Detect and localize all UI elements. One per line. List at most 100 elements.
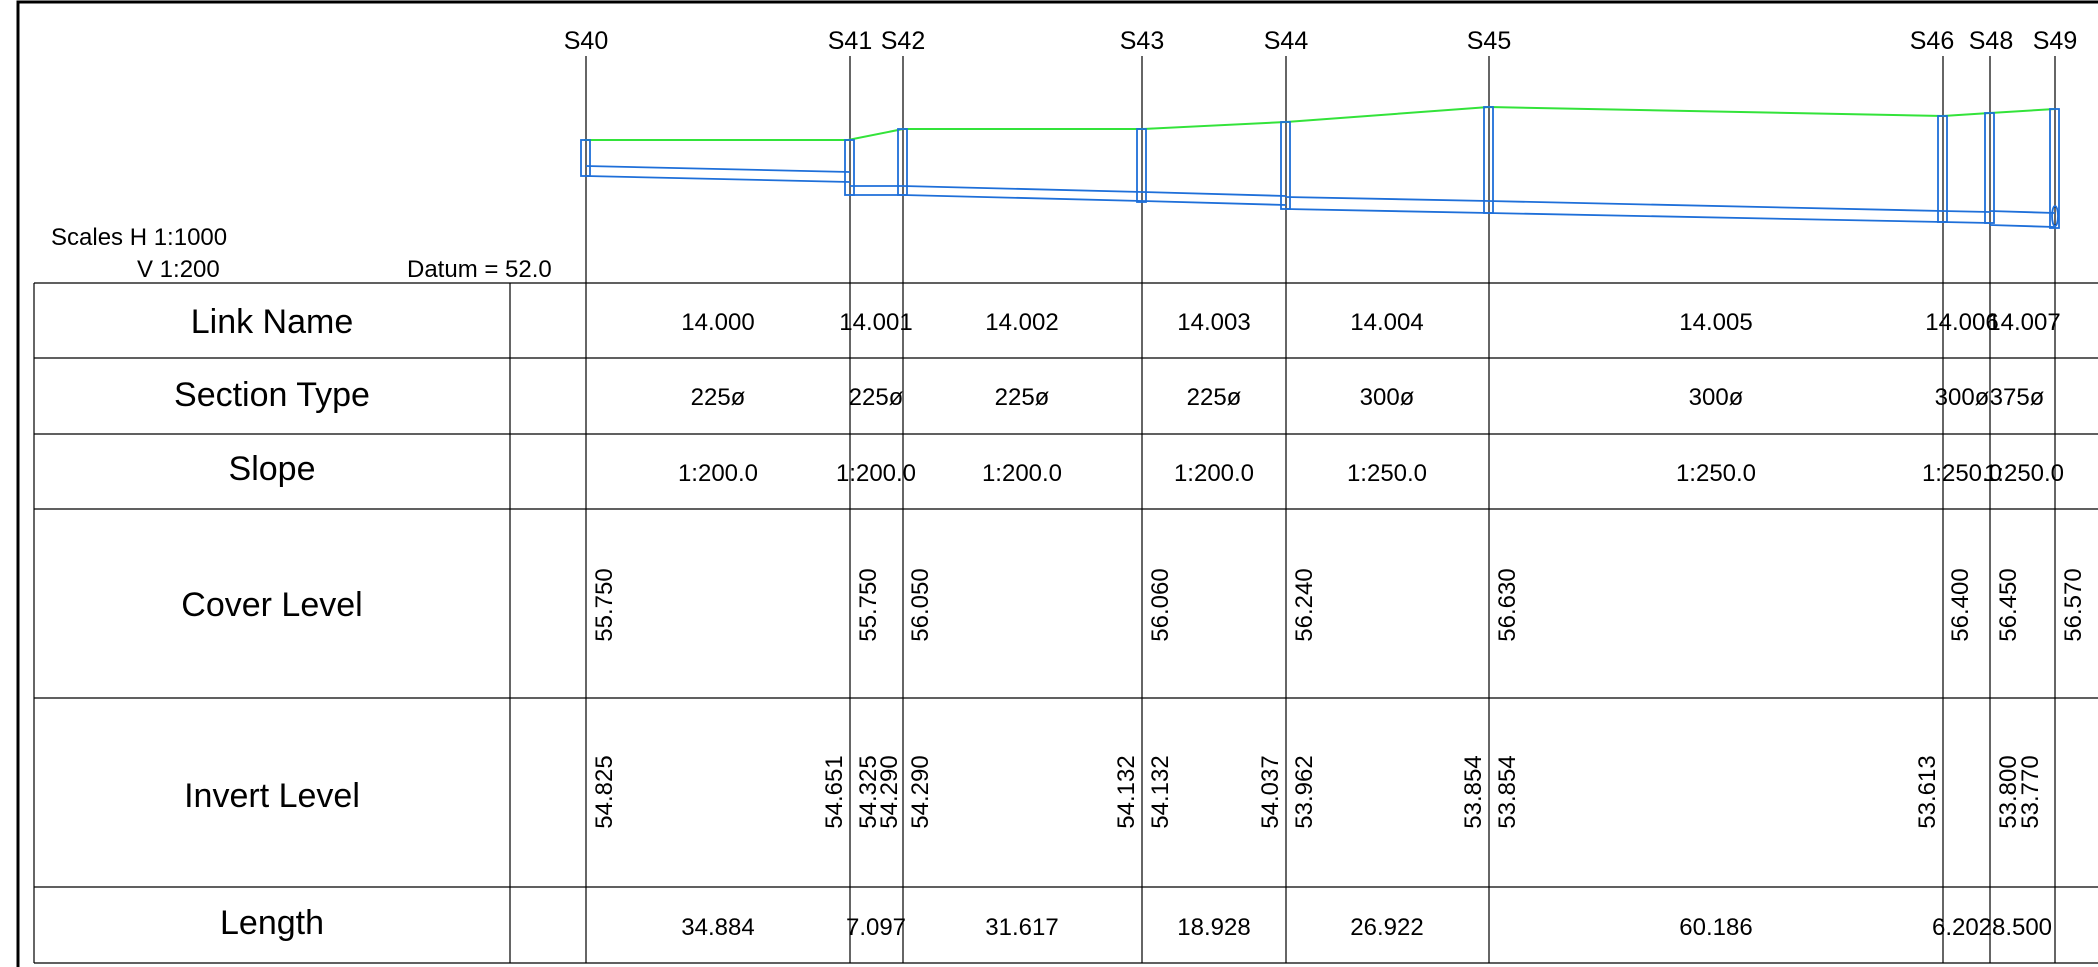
pipe-14-004-crown bbox=[1286, 197, 1489, 201]
section-type-14-002: 225ø bbox=[995, 384, 1050, 411]
cover-level-s41: 55.750 bbox=[855, 568, 882, 641]
cover-level-s45: 56.630 bbox=[1494, 568, 1521, 641]
invert-level-s44-in: 54.037 bbox=[1257, 755, 1284, 828]
section-type-14-004: 300ø bbox=[1360, 384, 1415, 411]
ground-level-line bbox=[584, 107, 2055, 140]
slope-14-007: 1:250.0 bbox=[1984, 460, 2064, 487]
pipe-14-005-crown bbox=[1489, 201, 1943, 211]
row-label-length: Length bbox=[220, 904, 324, 942]
cover-level-cells: 55.750 55.750 56.050 56.060 56.240 56.63… bbox=[591, 568, 2087, 641]
row-label-section-type: Section Type bbox=[174, 376, 370, 414]
row-label-invert-level: Invert Level bbox=[184, 777, 360, 815]
pipe-14-001 bbox=[850, 186, 903, 195]
pipe-14-006-invert bbox=[1943, 222, 1990, 223]
cover-level-s42: 56.050 bbox=[907, 568, 934, 641]
length-14-000: 34.884 bbox=[681, 914, 754, 941]
pipe-14-005-invert bbox=[1489, 213, 1943, 222]
link-name-14-005: 14.005 bbox=[1679, 309, 1752, 336]
length-14-004: 26.922 bbox=[1350, 914, 1423, 941]
pipe-14-002-crown bbox=[903, 186, 1142, 192]
pipe-14-007 bbox=[1990, 211, 2055, 227]
row-label-cover-level: Cover Level bbox=[181, 586, 362, 624]
row-label-link-name: Link Name bbox=[191, 303, 354, 341]
pipe-14-007-invert bbox=[1990, 225, 2055, 227]
node-label-s43: S43 bbox=[1120, 27, 1164, 55]
link-name-14-007: 14.007 bbox=[1987, 309, 2060, 336]
scale-vertical: V 1:200 bbox=[137, 256, 220, 283]
datum-label: Datum = 52.0 bbox=[407, 256, 552, 283]
pipe-14-002 bbox=[903, 186, 1142, 201]
node-label-s40: S40 bbox=[564, 27, 608, 55]
length-14-006: 6.202 bbox=[1932, 914, 1992, 941]
node-label-s42: S42 bbox=[881, 27, 925, 55]
node-label-s41: S41 bbox=[828, 27, 872, 55]
section-type-14-003: 225ø bbox=[1187, 384, 1242, 411]
pipe-14-003-invert bbox=[1142, 201, 1286, 205]
node-label-s49: S49 bbox=[2033, 27, 2077, 55]
length-14-002: 31.617 bbox=[985, 914, 1058, 941]
scale-horizontal: Scales H 1:1000 bbox=[51, 224, 227, 251]
cover-level-s43: 56.060 bbox=[1147, 568, 1174, 641]
slope-cells: 1:200.0 1:200.0 1:200.0 1:200.0 1:250.0 … bbox=[678, 460, 2064, 487]
slope-14-002: 1:200.0 bbox=[982, 460, 1062, 487]
pipe-14-000-crown bbox=[586, 166, 850, 172]
invert-level-s45-in: 53.854 bbox=[1460, 755, 1487, 828]
cover-level-s48: 56.450 bbox=[1995, 568, 2022, 641]
node-label-s45: S45 bbox=[1467, 27, 1511, 55]
length-14-001: 7.097 bbox=[846, 914, 906, 941]
section-type-cells: 225ø 225ø 225ø 225ø 300ø 300ø 300ø 375ø bbox=[691, 384, 2045, 411]
link-name-14-000: 14.000 bbox=[681, 309, 754, 336]
slope-14-000: 1:200.0 bbox=[678, 460, 758, 487]
cover-level-s49: 56.570 bbox=[2060, 568, 2087, 641]
slope-14-001: 1:200.0 bbox=[836, 460, 916, 487]
slope-14-003: 1:200.0 bbox=[1174, 460, 1254, 487]
invert-level-s45-out: 53.854 bbox=[1494, 755, 1521, 828]
section-type-14-000: 225ø bbox=[691, 384, 746, 411]
link-name-cells: 14.000 14.001 14.002 14.003 14.004 14.00… bbox=[681, 309, 2060, 336]
length-14-007: 8.500 bbox=[1992, 914, 2052, 941]
length-cells: 34.884 7.097 31.617 18.928 26.922 60.186… bbox=[681, 914, 2052, 941]
slope-14-005: 1:250.0 bbox=[1676, 460, 1756, 487]
invert-level-s44-out: 53.962 bbox=[1291, 755, 1318, 828]
invert-level-s49-in: 53.770 bbox=[2017, 755, 2044, 828]
invert-level-s41-in: 54.651 bbox=[821, 755, 848, 828]
invert-level-s43-in: 54.132 bbox=[1113, 755, 1140, 828]
row-label-slope: Slope bbox=[229, 450, 316, 488]
invert-level-s43-out: 54.132 bbox=[1147, 755, 1174, 828]
pipe-14-006 bbox=[1943, 211, 1990, 223]
link-name-14-002: 14.002 bbox=[985, 309, 1058, 336]
pipe-14-000 bbox=[586, 166, 850, 182]
pipe-14-002-invert bbox=[903, 195, 1142, 201]
pipe-14-005 bbox=[1489, 201, 1943, 222]
length-14-005: 60.186 bbox=[1679, 914, 1752, 941]
link-name-14-004: 14.004 bbox=[1350, 309, 1423, 336]
pipe-14-007-crown bbox=[1990, 211, 2055, 213]
node-label-s48: S48 bbox=[1969, 27, 2013, 55]
section-type-14-005: 300ø bbox=[1689, 384, 1744, 411]
pipe-14-003-crown bbox=[1142, 192, 1286, 196]
slope-14-004: 1:250.0 bbox=[1347, 460, 1427, 487]
pipe-14-003 bbox=[1142, 192, 1286, 205]
pipe-14-000-invert bbox=[586, 176, 850, 182]
invert-level-s40-out: 54.825 bbox=[591, 755, 618, 828]
pipe-14-004 bbox=[1286, 197, 1489, 213]
section-type-14-006: 300ø bbox=[1935, 384, 1990, 411]
cover-level-s44: 56.240 bbox=[1291, 568, 1318, 641]
cover-level-s46: 56.400 bbox=[1947, 568, 1974, 641]
cover-level-s40: 55.750 bbox=[591, 568, 618, 641]
node-label-s44: S44 bbox=[1264, 27, 1309, 55]
invert-level-cells: 54.825 54.651 54.325 54.290 54.290 54.13… bbox=[591, 755, 2044, 828]
manhole-labels: S40 S41 S42 S43 S44 S45 S46 S48 S49 bbox=[564, 27, 2077, 55]
invert-level-s42-out: 54.290 bbox=[907, 755, 934, 828]
pipe-14-006-crown bbox=[1943, 211, 1990, 212]
link-name-14-001: 14.001 bbox=[839, 309, 912, 336]
section-type-14-007: 375ø bbox=[1990, 384, 2045, 411]
pipe-14-004-invert bbox=[1286, 209, 1489, 213]
section-type-14-001: 225ø bbox=[849, 384, 904, 411]
length-14-003: 18.928 bbox=[1177, 914, 1250, 941]
node-label-s46: S46 bbox=[1910, 27, 1954, 55]
profile-graphic bbox=[581, 107, 2059, 228]
invert-level-s42-in: 54.290 bbox=[876, 755, 903, 828]
link-name-14-003: 14.003 bbox=[1177, 309, 1250, 336]
